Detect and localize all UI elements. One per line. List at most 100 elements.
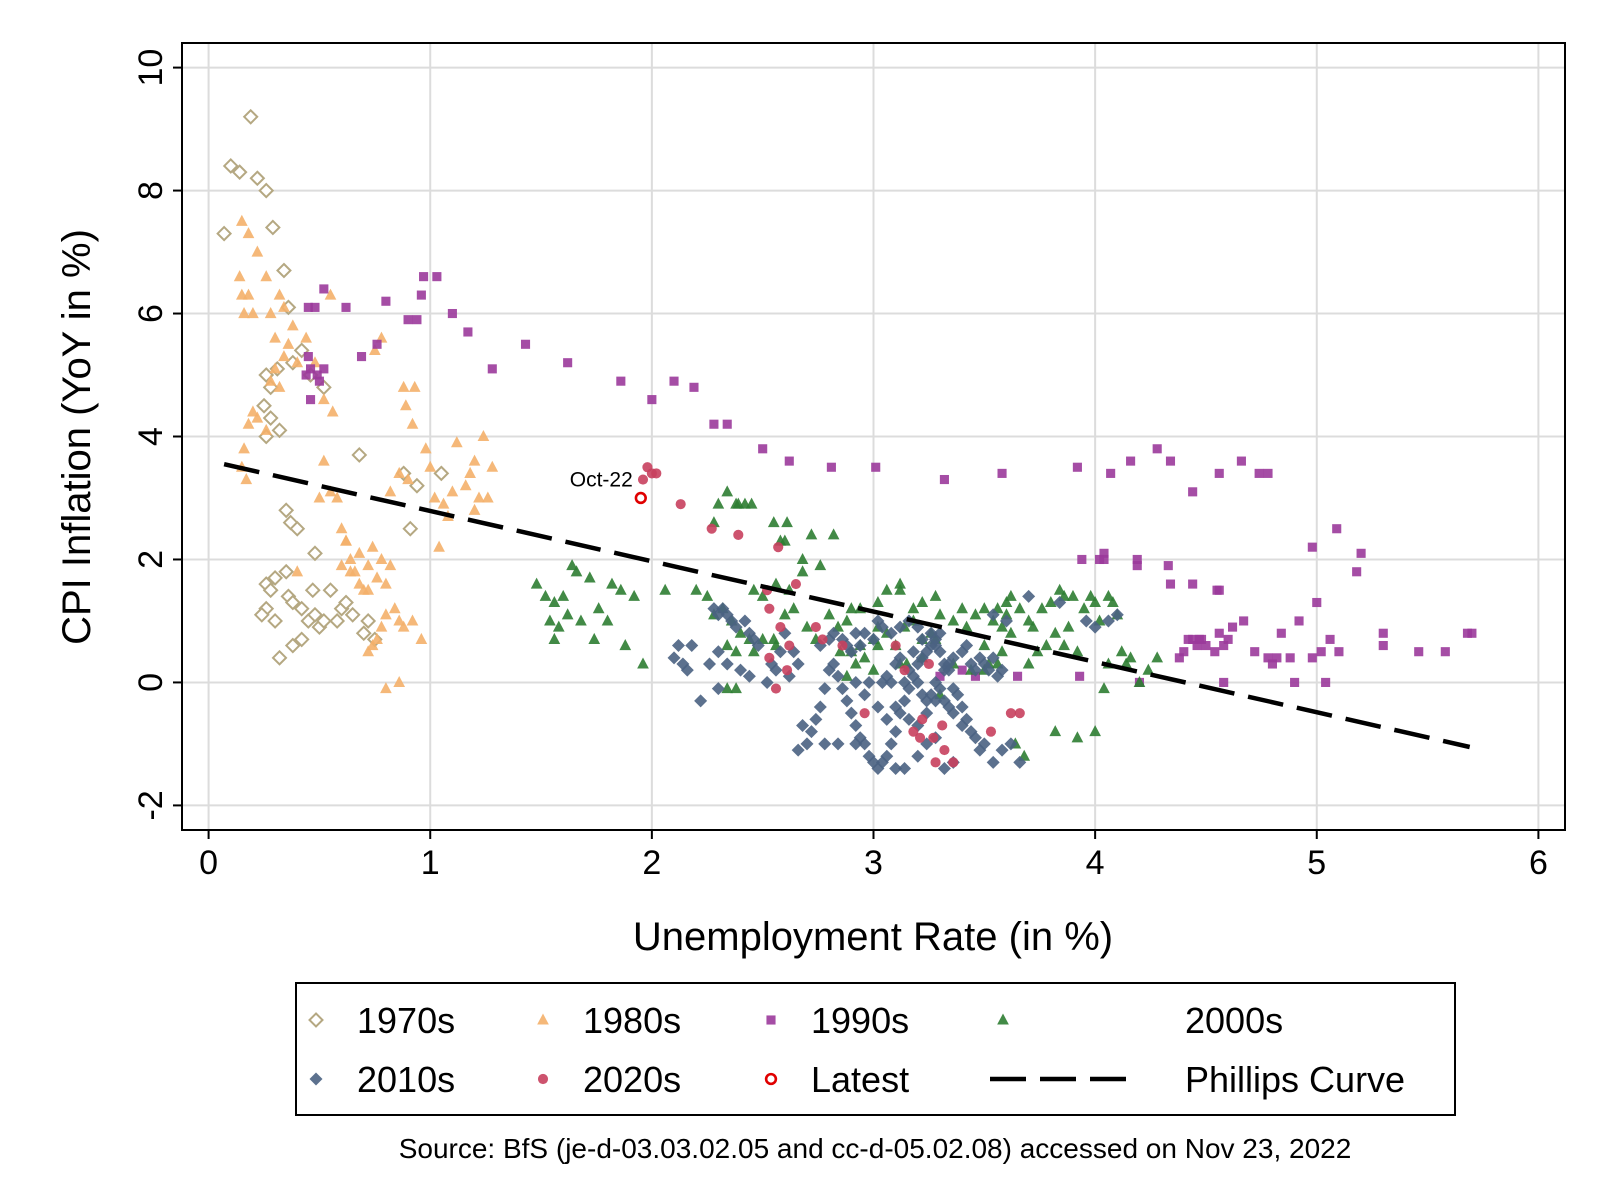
data-point bbox=[397, 620, 410, 632]
data-point bbox=[858, 651, 871, 663]
data-point bbox=[634, 491, 647, 505]
data-point bbox=[1183, 634, 1193, 644]
data-point bbox=[1107, 596, 1119, 608]
data-point bbox=[889, 725, 903, 739]
data-point bbox=[1101, 614, 1115, 628]
legend-item-2000s: 2000s bbox=[997, 1000, 1283, 1041]
data-point bbox=[911, 749, 925, 763]
data-point bbox=[884, 737, 898, 751]
data-point bbox=[826, 462, 836, 472]
data-point bbox=[397, 380, 410, 392]
data-point bbox=[1115, 645, 1128, 657]
data-point bbox=[908, 726, 919, 737]
data-point bbox=[360, 613, 377, 629]
data-point bbox=[1227, 622, 1238, 632]
data-point bbox=[344, 606, 361, 623]
data-point bbox=[960, 620, 973, 632]
data-point bbox=[468, 454, 481, 466]
legend-label: 2000s bbox=[1185, 1000, 1283, 1041]
data-point bbox=[1290, 677, 1300, 687]
data-point bbox=[402, 473, 414, 485]
data-point bbox=[1013, 671, 1023, 681]
data-point bbox=[923, 658, 934, 670]
legend-box bbox=[295, 982, 1456, 1116]
data-point bbox=[1126, 456, 1136, 466]
data-point bbox=[331, 491, 343, 503]
data-point bbox=[305, 395, 316, 405]
legend-label: 1990s bbox=[811, 1000, 909, 1041]
x-tick-label: 6 bbox=[1529, 844, 1548, 882]
data-point bbox=[368, 343, 381, 355]
data-point bbox=[1106, 468, 1116, 478]
data-point bbox=[393, 675, 406, 687]
data-point bbox=[1022, 614, 1035, 626]
x-tick-label: 5 bbox=[1307, 844, 1326, 882]
data-point bbox=[796, 552, 809, 565]
data-point bbox=[614, 583, 627, 595]
data-point bbox=[835, 682, 849, 696]
data-point bbox=[822, 663, 836, 677]
data-point bbox=[817, 634, 828, 645]
data-point bbox=[353, 546, 366, 558]
data-point bbox=[675, 499, 686, 510]
data-point bbox=[827, 528, 840, 540]
data-point bbox=[1325, 634, 1335, 644]
data-point bbox=[1040, 639, 1053, 651]
data-point bbox=[317, 454, 330, 466]
data-point bbox=[247, 405, 259, 417]
data-point bbox=[781, 665, 793, 676]
data-point bbox=[902, 712, 916, 726]
data-point bbox=[324, 485, 337, 497]
data-point bbox=[986, 755, 1000, 769]
data-point bbox=[463, 327, 473, 337]
data-point bbox=[588, 632, 601, 644]
data-point bbox=[1223, 634, 1233, 644]
data-point bbox=[1099, 548, 1109, 558]
data-point bbox=[1004, 737, 1018, 751]
data-point bbox=[1214, 468, 1224, 478]
data-point bbox=[907, 602, 920, 614]
data-point bbox=[1013, 602, 1026, 614]
data-point bbox=[809, 712, 823, 726]
data-point bbox=[787, 602, 800, 614]
data-point bbox=[1005, 708, 1016, 719]
data-point bbox=[433, 465, 450, 482]
data-point bbox=[956, 602, 969, 614]
data-point bbox=[929, 589, 942, 601]
data-point bbox=[273, 380, 286, 392]
data-point bbox=[262, 410, 279, 426]
data-point bbox=[986, 651, 1000, 665]
data-point bbox=[1152, 444, 1162, 454]
data-point bbox=[1239, 616, 1249, 626]
data-point bbox=[837, 640, 848, 651]
data-point bbox=[955, 700, 969, 714]
data-point bbox=[1132, 554, 1142, 565]
legend-item-2010s: 2010s bbox=[309, 1059, 455, 1100]
data-point bbox=[770, 577, 782, 589]
data-point bbox=[669, 376, 679, 386]
data-point bbox=[898, 675, 912, 689]
data-point bbox=[1044, 596, 1057, 608]
data-point bbox=[730, 645, 742, 657]
data-point bbox=[849, 626, 863, 640]
data-point bbox=[616, 376, 626, 386]
data-point bbox=[939, 745, 950, 756]
data-point bbox=[384, 559, 397, 571]
data-point bbox=[978, 639, 991, 651]
data-point bbox=[667, 651, 681, 665]
data-point bbox=[818, 737, 832, 751]
data-point bbox=[1378, 640, 1388, 651]
data-point bbox=[1098, 682, 1110, 694]
data-point bbox=[402, 520, 419, 537]
data-point bbox=[637, 474, 649, 485]
data-point bbox=[1236, 456, 1246, 466]
data-point bbox=[412, 315, 422, 325]
y-tick-label: -2 bbox=[132, 790, 170, 820]
data-point bbox=[721, 485, 734, 497]
data-point bbox=[969, 608, 982, 620]
data-point bbox=[986, 608, 1000, 622]
data-point bbox=[1414, 647, 1424, 657]
data-point bbox=[1307, 653, 1317, 663]
scatter-points bbox=[216, 108, 1477, 776]
data-point bbox=[1316, 647, 1326, 657]
